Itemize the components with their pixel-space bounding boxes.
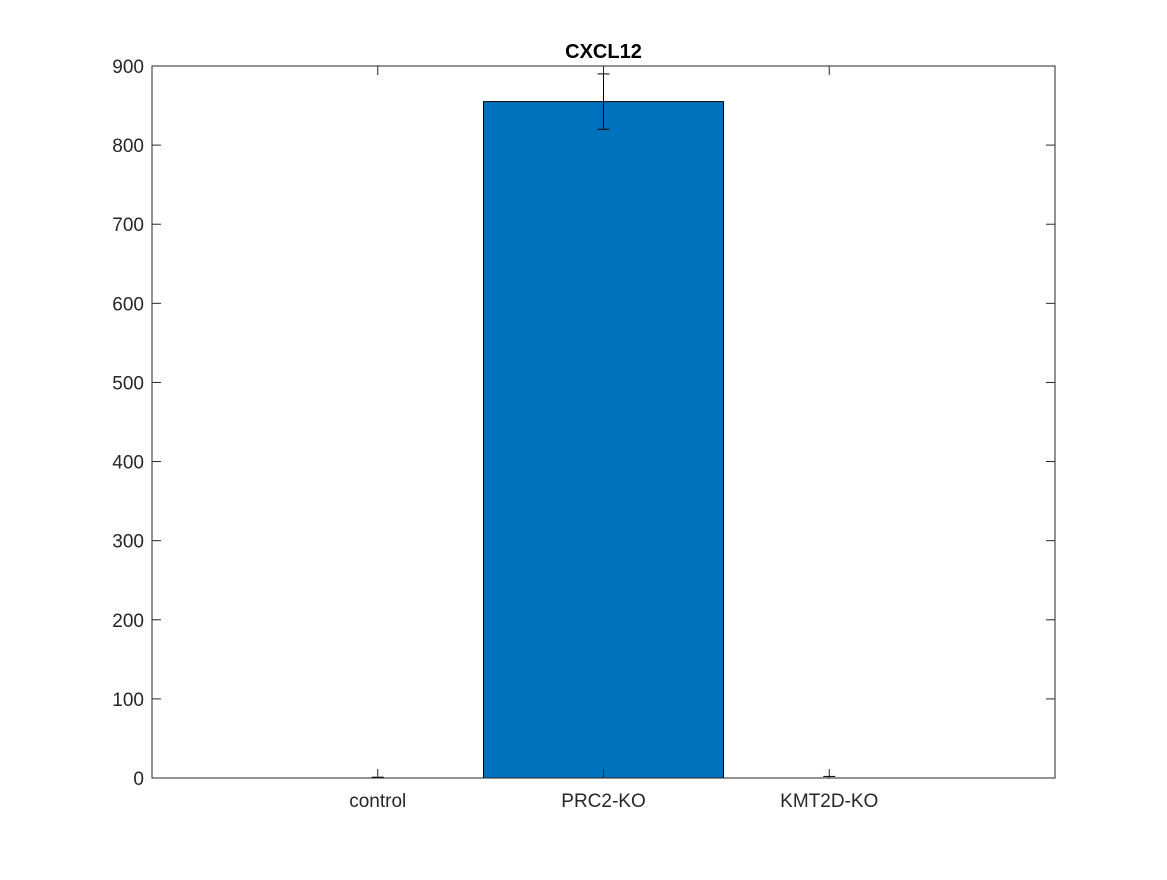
y-tick-label: 100	[112, 690, 144, 711]
y-tick-label: 700	[112, 215, 144, 236]
bars-layer	[483, 101, 724, 779]
y-tick-label: 0	[133, 769, 144, 790]
y-tick-label: 400	[112, 453, 144, 474]
chart-title: CXCL12	[565, 41, 642, 63]
y-tick-label: 300	[112, 532, 144, 553]
y-tick-label: 800	[112, 136, 144, 157]
x-tick-labels: control PRC2-KO KMT2D-KO	[349, 791, 878, 812]
y-tick-label: 600	[112, 294, 144, 315]
ticks-layer	[152, 65, 1055, 779]
y-tick-labels: 0 100 200 300 400 500 600 700 800 900	[112, 57, 144, 790]
x-tick-label: KMT2D-KO	[780, 791, 878, 812]
x-tick-label: PRC2-KO	[561, 791, 645, 812]
x-tick-label: control	[349, 791, 406, 812]
bar-prc2-ko	[483, 101, 724, 779]
y-tick-label: 200	[112, 611, 144, 632]
y-tick-label: 500	[112, 373, 144, 394]
y-tick-label: 900	[112, 57, 144, 78]
